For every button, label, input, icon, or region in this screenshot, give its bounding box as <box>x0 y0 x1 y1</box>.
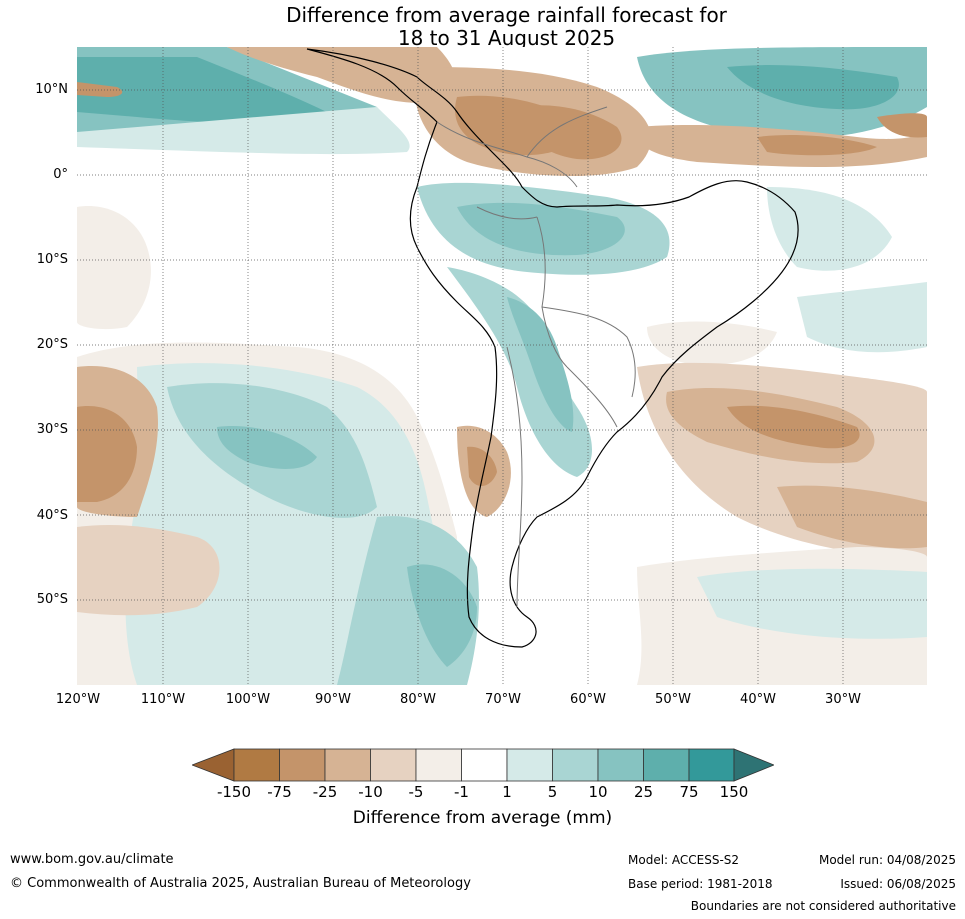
colorbar-segment <box>370 748 417 782</box>
colorbar-segment <box>233 748 280 782</box>
base-period-text: Base period: 1981-2018 <box>628 877 773 891</box>
colorbar-segment <box>461 748 508 782</box>
graticule <box>77 47 927 685</box>
lat-label-10s: 10°S <box>36 252 68 267</box>
colorbar-segment <box>552 748 599 782</box>
model-run-text: Model run: 04/08/2025 <box>818 853 956 867</box>
issued-text: Issued: 06/08/2025 <box>840 877 956 891</box>
country-borders <box>436 106 636 608</box>
colorbar-tick: 5 <box>547 783 558 801</box>
colorbar-segment <box>279 748 326 782</box>
colorbar-extend-low <box>192 748 235 782</box>
model-text: Model: ACCESS-S2 <box>628 853 740 867</box>
lat-label-20s: 20°S <box>36 337 68 352</box>
colorbar-tick: 75 <box>679 783 699 801</box>
copyright-text: © Commonwealth of Australia 2025, Austra… <box>10 876 471 891</box>
colorbar-segments <box>233 748 735 782</box>
colorbar-tick: -1 <box>454 783 469 801</box>
lon-label-70w: 70°W <box>485 692 521 707</box>
colorbar-title: Difference from average (mm) <box>352 808 613 828</box>
colorbar-tick: -25 <box>312 783 338 801</box>
colorbar-tick: -5 <box>408 783 424 801</box>
lon-label-30w: 30°W <box>825 692 861 707</box>
colorbar <box>192 748 774 782</box>
colorbar-tick: 1 <box>502 783 512 801</box>
lon-label-120w: 120°W <box>55 692 101 707</box>
lon-label-110w: 110°W <box>140 692 186 707</box>
title-line-2: 18 to 31 August 2025 <box>397 26 616 50</box>
lat-label-0: 0° <box>53 167 68 182</box>
colorbar-segment <box>597 748 644 782</box>
colorbar-segment <box>643 748 690 782</box>
coastline <box>306 48 799 648</box>
lat-label-40s: 40°S <box>36 508 68 523</box>
colorbar-segment <box>506 748 553 782</box>
colorbar-tick: -150 <box>216 783 252 801</box>
map-title: Difference from average rainfall forecas… <box>0 4 965 50</box>
lat-label-30s: 30°S <box>36 422 68 437</box>
colorbar-segment <box>415 748 462 782</box>
lon-label-100w: 100°W <box>225 692 271 707</box>
colorbar-extend-high <box>733 748 774 782</box>
lon-label-60w: 60°W <box>570 692 606 707</box>
lon-label-50w: 50°W <box>655 692 691 707</box>
colorbar-segment <box>324 748 371 782</box>
colorbar-tick: -75 <box>267 783 292 801</box>
lon-label-40w: 40°W <box>740 692 776 707</box>
rainfall-map <box>77 47 927 685</box>
colorbar-tick: -10 <box>358 783 383 801</box>
disclaimer-text: Boundaries are not considered authoritat… <box>690 899 956 913</box>
lat-label-50s: 50°S <box>36 592 68 607</box>
website-link[interactable]: www.bom.gov.au/climate <box>10 852 174 867</box>
colorbar-tick: 10 <box>588 783 608 801</box>
colorbar-segment <box>688 748 735 782</box>
lon-label-80w: 80°W <box>400 692 436 707</box>
colorbar-tick: 25 <box>633 783 654 801</box>
lat-label-10n: 10°N <box>35 82 68 97</box>
lon-label-90w: 90°W <box>315 692 351 707</box>
title-line-1: Difference from average rainfall forecas… <box>286 3 727 27</box>
colorbar-tick: 150 <box>719 783 749 801</box>
